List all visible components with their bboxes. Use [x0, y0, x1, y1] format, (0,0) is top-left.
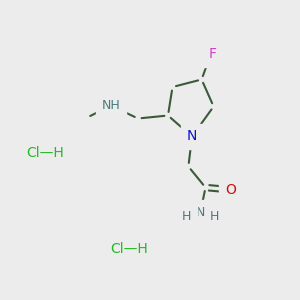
Text: Cl—H: Cl—H — [26, 146, 64, 160]
Text: Cl—H: Cl—H — [110, 242, 148, 256]
Text: F: F — [209, 47, 217, 61]
Text: H: H — [182, 210, 191, 224]
Text: N: N — [187, 130, 197, 143]
Text: N: N — [196, 206, 205, 219]
Text: H: H — [210, 210, 219, 224]
Text: NH: NH — [102, 99, 120, 112]
Text: O: O — [225, 183, 236, 196]
